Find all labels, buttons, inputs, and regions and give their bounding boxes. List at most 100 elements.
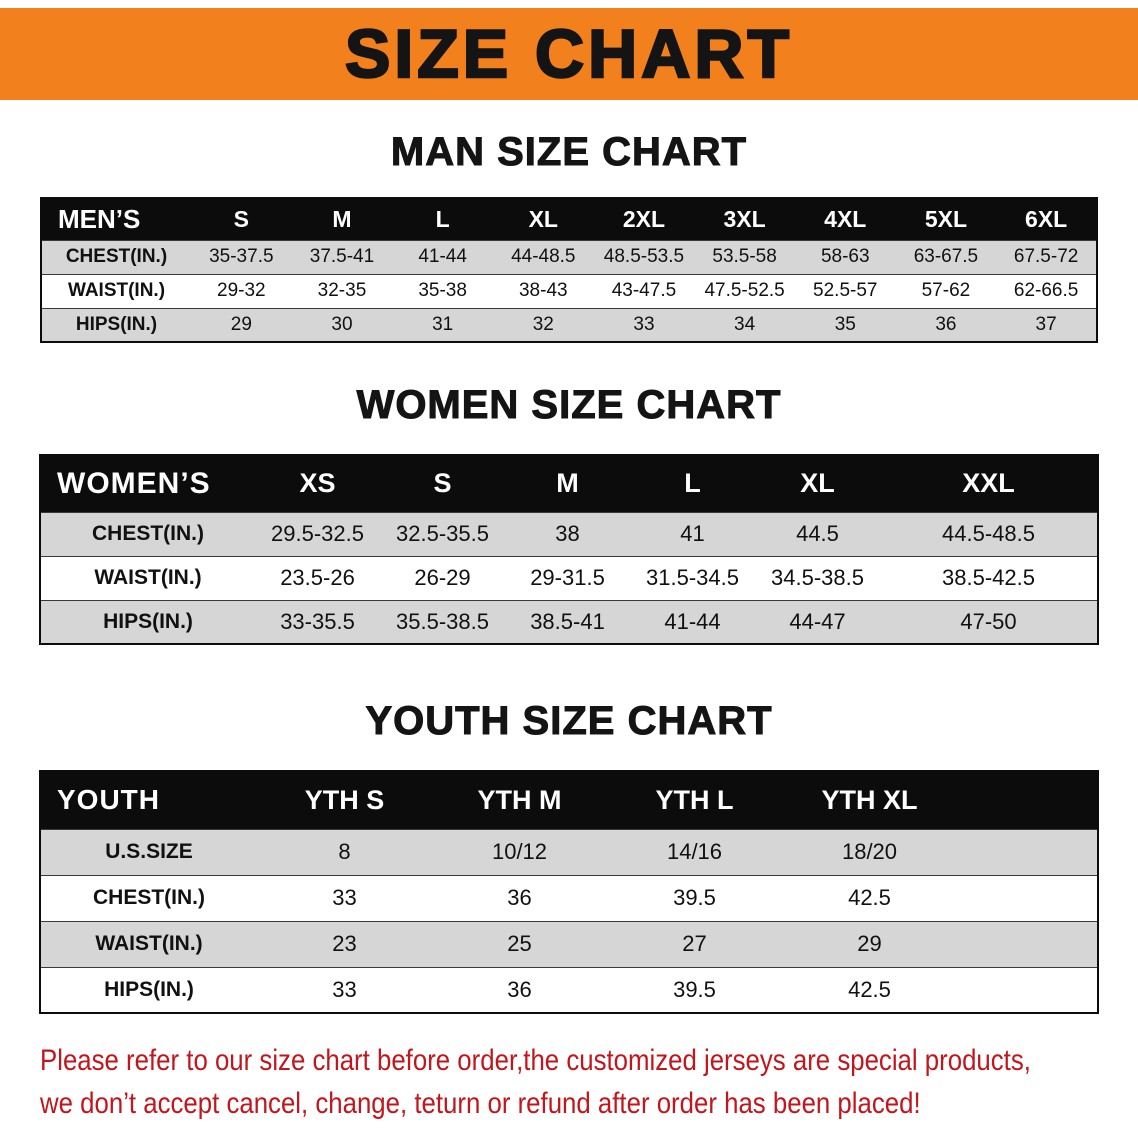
size-column-header: 2XL: [593, 198, 695, 240]
men-size-table: MEN’S S M L XL 2XL 3XL 4XL 5XL 6XL CHEST(IN.) 35-37…: [40, 197, 1098, 343]
size-column-header: YTH S: [257, 771, 432, 829]
measurement-value-cell: 48.5-53.5: [603, 246, 685, 267]
size-column-header: 4XL: [794, 198, 896, 240]
measurement-value-cell: 32.5-35.5: [396, 521, 489, 546]
size-column-header: L: [630, 455, 755, 512]
size-column-header: XL: [755, 455, 880, 512]
header-row: MEN’S S M L XL 2XL 3XL 4XL 5XL 6XL: [41, 198, 1097, 240]
measurement-row: U.S.SIZE 8 10/12 14/16 18/20: [40, 829, 1098, 875]
measurement-value-cell: 41-44: [418, 246, 467, 267]
size-column-header: S: [191, 198, 292, 240]
measurement-value-cell: 42.5: [848, 976, 891, 1002]
size-column-header: YTH XL: [782, 771, 1098, 829]
measurement-value-cell: 36: [935, 313, 957, 335]
measurement-value-cell: 52.5-57: [813, 280, 878, 301]
measurement-value-cell: 67.5-72: [1013, 246, 1079, 267]
row-label-cell: WAIST(IN.): [67, 280, 166, 301]
measurement-row: CHEST(IN.) 33 36 39.5 42.5: [40, 875, 1098, 921]
measurement-value-cell: 44-47: [789, 608, 846, 634]
row-label-cell: HIPS(IN.): [104, 977, 194, 1001]
size-column-header: 3XL: [694, 198, 795, 240]
measurement-row: HIPS(IN.) 33-35.5 35.5-38.5 38.5-41 41-44 44-…: [40, 600, 1098, 644]
row-label-cell: CHEST(IN.): [93, 886, 205, 909]
measurement-value-cell: 37: [1035, 313, 1057, 335]
measurement-value-cell: 32-35: [317, 280, 367, 301]
measurement-value-cell: 41-44: [664, 608, 721, 634]
measurement-value-cell: 42.5: [848, 885, 891, 910]
row-label-cell: CHEST(IN.): [65, 246, 168, 267]
measurement-value-cell: 8: [338, 839, 351, 864]
row-label-cell: WAIST(IN.): [94, 566, 202, 589]
measurement-value-cell: 44-48.5: [511, 246, 576, 267]
measurement-value-cell: 43-47.5: [611, 280, 677, 301]
size-column-header: XL: [492, 198, 594, 240]
measurement-value-cell: 35: [834, 313, 856, 335]
measurement-value-cell: 38.5-42.5: [942, 565, 1035, 590]
size-column-header: 5XL: [895, 198, 997, 240]
size-column-header: 6XL: [996, 198, 1097, 240]
measurement-row: WAIST(IN.) 23.5-26 26-29 29-31.5 31.5-34.5 34…: [40, 556, 1098, 600]
measurement-value-cell: 10/12: [491, 839, 548, 864]
measurement-value-cell: 41: [680, 521, 705, 546]
measurement-value-cell: 29-31.5: [530, 565, 605, 590]
measurement-row: HIPS(IN.) 33 36 39.5 42.5: [40, 967, 1098, 1013]
measurement-value-cell: 57-62: [921, 280, 971, 301]
row-label-cell: WAIST(IN.): [95, 932, 203, 955]
measurement-value-cell: 36: [507, 976, 532, 1002]
measurement-value-cell: 58-63: [820, 246, 870, 267]
measurement-value-cell: 31: [432, 313, 454, 335]
youth-size-chart-heading: YOUTH SIZE CHART: [365, 699, 773, 744]
measurement-value-cell: 47.5-52.5: [704, 280, 785, 301]
measurement-row: WAIST(IN.) 23 25 27 29: [40, 921, 1098, 967]
header-row: WOMEN’S XS S M L XL XXL: [40, 455, 1098, 512]
measurement-row: CHEST(IN.) 35-37.5 37.5-41 41-44 44-48.5 48.5…: [41, 240, 1097, 274]
row-label-cell: HIPS(IN.): [103, 609, 193, 633]
measurement-value-cell: 33-35.5: [280, 608, 355, 634]
size-column-header: M: [505, 455, 630, 512]
measurement-value-cell: 39.5: [673, 976, 716, 1002]
measurement-value-cell: 38: [555, 521, 580, 546]
row-label-cell: U.S.SIZE: [105, 840, 193, 863]
measurement-value-cell: 44.5-48.5: [942, 521, 1035, 546]
measurement-value-cell: 25: [507, 931, 532, 956]
measurement-value-cell: 44.5: [796, 521, 839, 546]
measurement-value-cell: 53.5-58: [712, 246, 777, 267]
measurement-value-cell: 35-38: [418, 280, 467, 301]
measurement-value-cell: 32: [532, 313, 554, 335]
measurement-value-cell: 63-67.5: [913, 246, 979, 267]
header-row: YOUTH YTH S YTH M YTH L YTH XL: [40, 771, 1098, 829]
row-label-cell: CHEST(IN.): [92, 522, 204, 545]
row-label-cell: HIPS(IN.): [75, 313, 158, 335]
measurement-value-cell: 34.5-38.5: [771, 565, 864, 590]
measurement-value-cell: 27: [682, 931, 707, 956]
measurement-value-cell: 35-37.5: [209, 246, 274, 267]
size-column-header: XXL: [880, 455, 1098, 512]
measurement-value-cell: 37.5-41: [309, 246, 375, 267]
size-chart-banner: SIZE CHART: [0, 8, 1138, 100]
man-size-chart-heading: MAN SIZE CHART: [390, 130, 748, 175]
disclaimer-line-2: we don’t accept cancel, change, teturn o…: [40, 1086, 921, 1120]
table-title-cell: WOMEN’S: [40, 455, 255, 512]
table-title-cell: YOUTH: [40, 771, 257, 829]
measurement-value-cell: 33: [633, 313, 655, 335]
measurement-value-cell: 29-32: [217, 280, 266, 301]
banner-title: SIZE CHART: [344, 16, 793, 92]
measurement-value-cell: 47-50: [960, 608, 1017, 634]
measurement-value-cell: 33: [332, 885, 357, 910]
measurement-value-cell: 29.5-32.5: [271, 521, 364, 546]
size-column-header: XS: [255, 455, 380, 512]
size-column-header: S: [380, 455, 505, 512]
size-column-header: YTH L: [607, 771, 782, 829]
footer-disclaimer: Please refer to our size chart before or…: [0, 1040, 1138, 1125]
measurement-row: CHEST(IN.) 29.5-32.5 32.5-35.5 38 41 44.5 44.5…: [40, 512, 1098, 556]
youth-size-table: YOUTH YTH S YTH M YTH L YTH XL U.S.SIZE 8 10/12…: [39, 770, 1099, 1014]
disclaimer-line-1: Please refer to our size chart before or…: [40, 1044, 1031, 1077]
measurement-value-cell: 31.5-34.5: [646, 565, 739, 590]
measurement-value-cell: 29: [230, 313, 252, 335]
measurement-value-cell: 23: [332, 931, 357, 956]
measurement-value-cell: 38.5-41: [530, 608, 605, 634]
measurement-value-cell: 14/16: [666, 839, 723, 864]
measurement-value-cell: 62-66.5: [1013, 280, 1079, 301]
measurement-value-cell: 34: [734, 313, 756, 335]
measurement-row: HIPS(IN.) 29 30 31 32 33 34 35 36 37: [41, 308, 1097, 342]
